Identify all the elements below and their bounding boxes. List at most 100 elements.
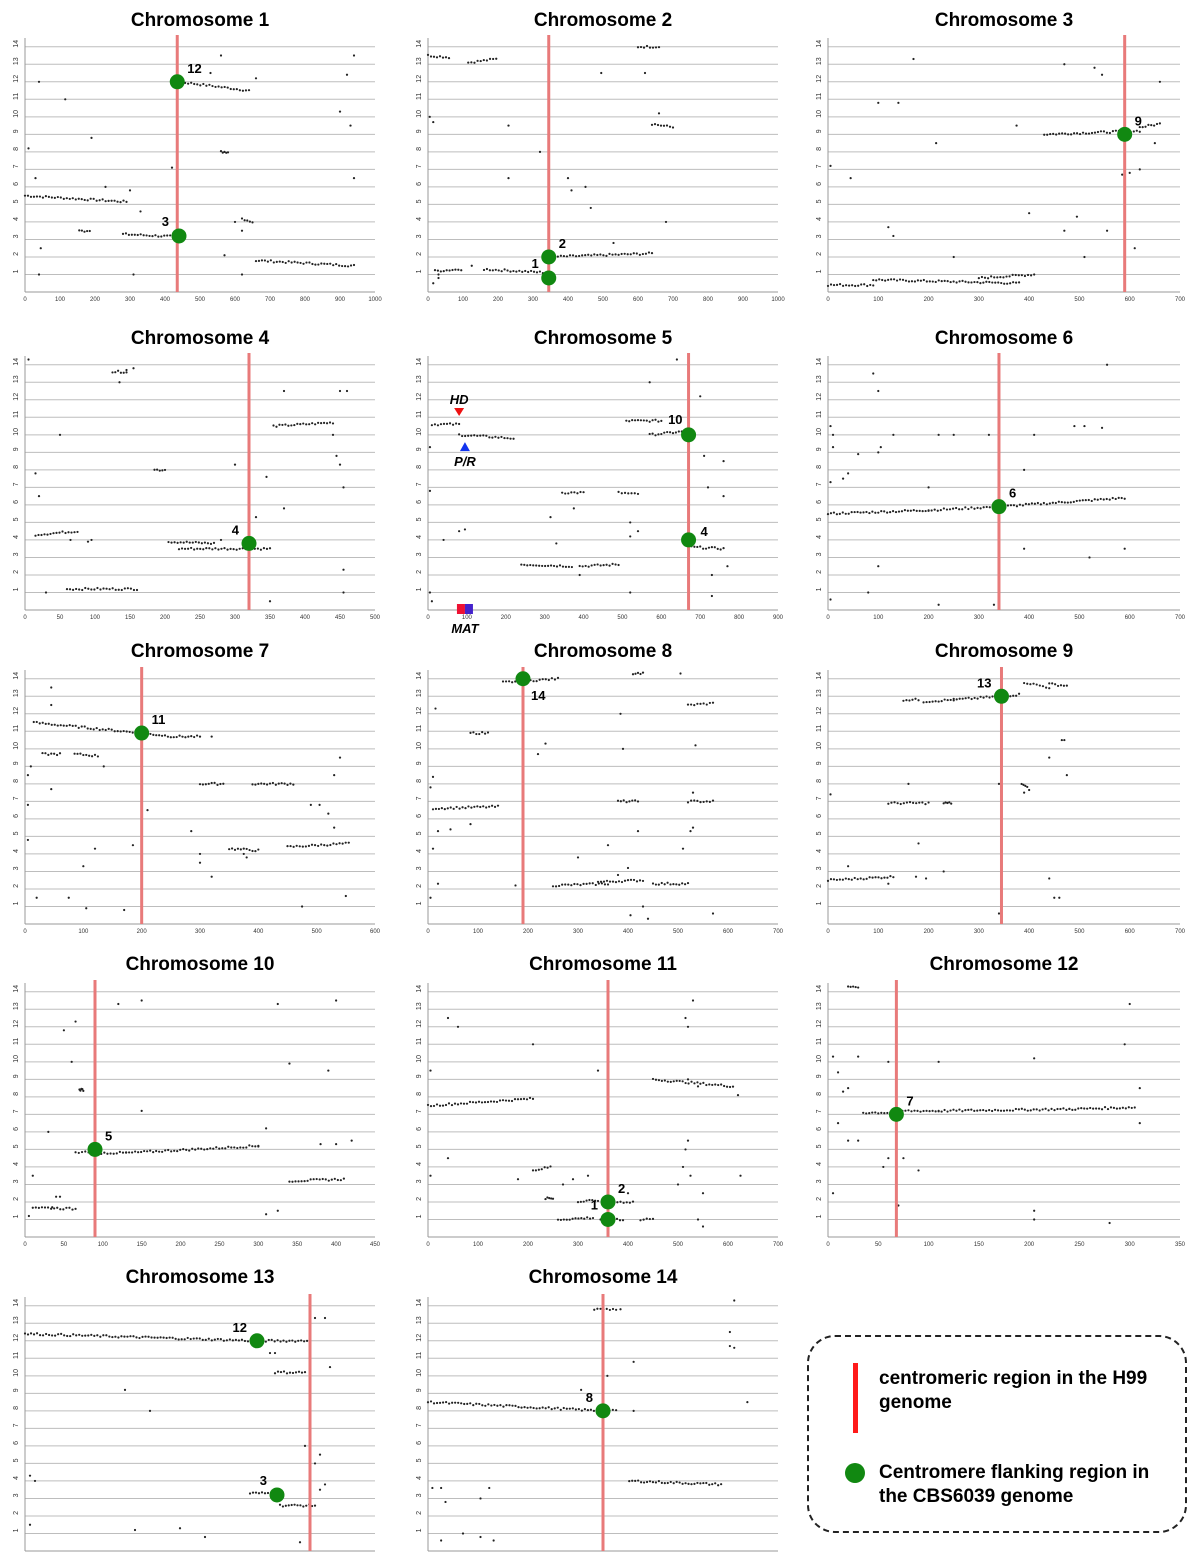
data-point (872, 278, 875, 282)
data-point (96, 1334, 99, 1337)
data-point (1112, 1106, 1116, 1109)
data-point (924, 803, 927, 806)
data-point (118, 381, 121, 384)
data-point (950, 802, 953, 805)
data-point (912, 57, 915, 61)
data-point (632, 252, 635, 255)
data-point (838, 512, 841, 515)
data-point (924, 877, 928, 880)
data-point (1050, 1107, 1053, 1110)
data-point (1017, 1108, 1020, 1111)
y-tick-label: 10 (816, 1055, 823, 1063)
data-point (684, 1148, 687, 1151)
data-point (702, 1481, 705, 1485)
data-point (126, 1335, 129, 1338)
data-point (677, 430, 680, 433)
data-point (65, 197, 68, 200)
data-point (160, 235, 163, 238)
data-point (669, 1080, 672, 1083)
data-point (429, 1400, 433, 1403)
data-point (214, 547, 217, 550)
y-tick-label: 14 (13, 1299, 20, 1307)
data-point (185, 1148, 188, 1151)
data-point (163, 468, 167, 472)
data-point (1075, 215, 1079, 218)
data-point (615, 1217, 619, 1220)
data-point (435, 56, 439, 59)
data-point (1102, 130, 1106, 133)
data-point (1158, 122, 1161, 125)
data-point (199, 84, 202, 87)
data-point (242, 847, 245, 850)
y-tick-label: 13 (416, 375, 423, 383)
data-point (849, 985, 852, 989)
data-point (1008, 1109, 1012, 1112)
data-point (611, 253, 614, 256)
data-point (352, 263, 356, 267)
data-point (251, 849, 254, 853)
y-tick-label: 13 (13, 689, 20, 697)
data-point (887, 1060, 890, 1063)
x-tick-label: 400 (331, 1242, 342, 1248)
data-point (1009, 282, 1012, 285)
data-point (102, 587, 105, 590)
data-point (190, 546, 193, 550)
data-point (1099, 130, 1103, 133)
data-point (829, 481, 832, 484)
data-point (468, 1100, 472, 1104)
x-tick-label: 600 (633, 297, 644, 303)
data-point (56, 1206, 59, 1209)
data-point (835, 513, 838, 516)
data-point (538, 678, 541, 681)
data-point (605, 563, 608, 566)
data-point (282, 507, 286, 510)
data-point (671, 432, 675, 435)
data-point (548, 1197, 551, 1200)
data-point (83, 725, 86, 728)
data-point (68, 724, 71, 727)
data-point (251, 783, 254, 786)
data-point (651, 1480, 655, 1484)
data-point (942, 507, 945, 510)
data-point (301, 845, 304, 848)
data-point (616, 873, 620, 877)
data-point (187, 735, 190, 738)
data-point (596, 563, 599, 566)
data-point (27, 1214, 30, 1218)
x-tick-label: 400 (1024, 929, 1035, 935)
y-tick-label: 12 (13, 1020, 20, 1028)
y-tick-label: 12 (416, 1020, 423, 1028)
data-point (708, 1083, 711, 1086)
data-point (961, 508, 964, 511)
data-point (71, 588, 75, 591)
data-point (446, 1016, 450, 1020)
data-point (826, 513, 830, 516)
y-tick-label: 8 (13, 1092, 20, 1096)
data-point (887, 802, 890, 805)
data-point (232, 88, 235, 91)
data-point (568, 254, 572, 257)
data-point (153, 1336, 156, 1339)
data-point (532, 680, 535, 683)
data-point (435, 1103, 439, 1106)
data-point (311, 422, 314, 425)
panel-title: Chromosome 11 (529, 954, 677, 975)
data-point (919, 1110, 922, 1113)
data-point (657, 112, 661, 115)
data-point (1000, 281, 1003, 285)
data-point (191, 1147, 194, 1150)
data-point (34, 472, 37, 475)
data-point (1075, 132, 1079, 135)
data-point (37, 495, 41, 498)
data-point (219, 538, 223, 542)
data-point (1093, 131, 1097, 134)
data-point (626, 866, 630, 870)
flanking-region-marker (993, 688, 1009, 704)
data-point (615, 1409, 618, 1412)
data-point (1064, 132, 1067, 135)
data-point (1097, 1107, 1101, 1110)
y-tick-label: 7 (416, 482, 423, 486)
data-point (728, 1344, 731, 1348)
data-point (294, 1371, 298, 1374)
